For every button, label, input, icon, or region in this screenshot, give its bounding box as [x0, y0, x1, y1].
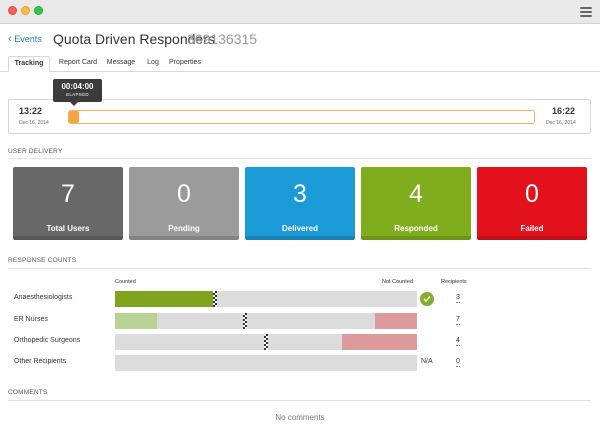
window-titlebar	[0, 0, 600, 24]
elapsed-time: 00:04:00	[61, 82, 94, 91]
stat-label: Delivered	[281, 224, 319, 233]
stat-value: 0	[177, 180, 191, 208]
response-counts-heading: RESPONSE COUNTS	[8, 257, 77, 264]
no-comments-text: No comments	[275, 413, 325, 422]
hamburger-menu-icon[interactable]	[580, 7, 592, 17]
tab-bar: Tracking Report Card Message Log Propert…	[0, 54, 600, 72]
close-window-button[interactable]	[8, 6, 17, 15]
user-delivery-heading: USER DELIVERY	[8, 148, 63, 155]
response-bar[interactable]	[115, 291, 417, 307]
back-to-events-link[interactable]: ‹ Events	[8, 33, 42, 45]
stat-label: Pending	[168, 224, 200, 233]
stat-strip	[361, 236, 471, 240]
stat-card-total-users[interactable]: 7 Total Users	[13, 167, 123, 240]
recipients-count-link[interactable]: 4	[456, 337, 460, 346]
stat-strip	[13, 236, 123, 240]
elapsed-progress-fill[interactable]	[69, 111, 80, 123]
end-time: 16:22	[552, 106, 576, 116]
section-divider	[8, 268, 591, 269]
recipients-count-link[interactable]: 0	[456, 358, 460, 367]
page-title: Quota Driven Responders	[53, 31, 215, 47]
quota-marker	[212, 291, 217, 307]
response-bar[interactable]	[115, 334, 417, 350]
tab-report-card[interactable]: Report Card	[58, 59, 98, 66]
quota-marker	[242, 313, 247, 329]
tab-message[interactable]: Message	[106, 59, 136, 66]
not-counted-segment	[374, 313, 417, 329]
minimize-window-button[interactable]	[21, 6, 30, 15]
elapsed-label: ELAPSED	[66, 92, 89, 97]
stat-strip	[129, 236, 239, 240]
group-label: ER Nurses	[14, 316, 48, 323]
stat-value: 7	[61, 180, 75, 208]
not-applicable-label: N/A	[421, 358, 433, 365]
tab-properties[interactable]: Properties	[169, 59, 201, 66]
tooltip-arrow	[70, 102, 78, 106]
column-counted: Counted	[115, 279, 136, 285]
quota-marker	[264, 334, 268, 350]
group-label: Other Recipients	[14, 358, 67, 365]
section-divider	[8, 400, 591, 401]
event-id: 369136315	[187, 31, 258, 47]
stat-value: 4	[409, 180, 423, 208]
response-bar[interactable]	[115, 313, 417, 329]
stat-value: 3	[293, 180, 307, 208]
elapsed-progress-track[interactable]	[68, 110, 535, 124]
start-time: 13:22	[19, 106, 43, 116]
check-circle-icon	[420, 292, 434, 306]
back-label: Events	[14, 34, 42, 44]
stat-card-pending[interactable]: 0 Pending	[129, 167, 239, 240]
tab-tracking[interactable]: Tracking	[8, 56, 50, 72]
group-label: Orthopedic Surgeons	[14, 337, 81, 344]
stat-card-delivered[interactable]: 3 Delivered	[245, 167, 355, 240]
group-label: Anaesthesiologists	[14, 294, 73, 301]
section-divider	[8, 158, 591, 159]
stat-label: Failed	[520, 224, 544, 233]
response-bar[interactable]	[115, 355, 417, 371]
stat-card-responded[interactable]: 4 Responded	[361, 167, 471, 240]
recipients-count-link[interactable]: 3	[456, 294, 460, 303]
elapsed-tooltip: 00:04:00 ELAPSED	[53, 79, 102, 106]
stat-card-failed[interactable]: 0 Failed	[477, 167, 587, 240]
chevron-left-icon: ‹	[8, 33, 12, 45]
stat-label: Total Users	[46, 224, 90, 233]
recipients-count-link[interactable]: 7	[456, 316, 460, 325]
not-counted-segment	[341, 334, 417, 350]
start-date: Dec 16, 2014	[19, 120, 49, 126]
maximize-window-button[interactable]	[34, 6, 43, 15]
stat-strip	[477, 236, 587, 240]
column-recipients: Recipients	[441, 279, 467, 285]
end-date: Dec 16, 2014	[546, 120, 576, 126]
column-not-counted: Not Counted	[382, 279, 413, 285]
stat-label: Responded	[394, 224, 438, 233]
tab-log[interactable]: Log	[147, 59, 159, 66]
page-header: ‹ Events Quota Driven Responders 3691363…	[0, 24, 600, 54]
stat-value: 0	[525, 180, 539, 208]
counted-segment	[115, 291, 215, 307]
counted-segment	[115, 313, 158, 329]
comments-heading: COMMENTS	[8, 389, 48, 396]
stat-strip	[245, 236, 355, 240]
